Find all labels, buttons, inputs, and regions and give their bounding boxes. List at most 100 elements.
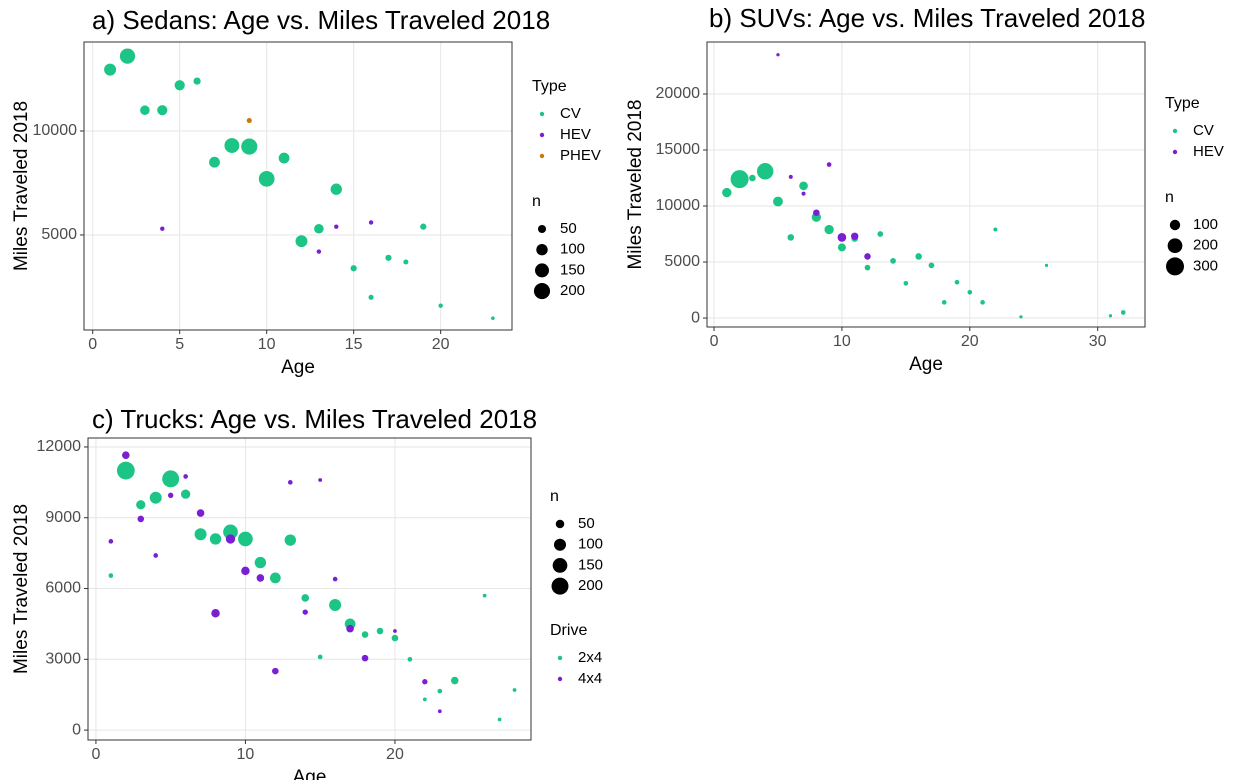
legend-title: Type <box>1165 95 1200 112</box>
point <box>385 254 392 261</box>
point <box>1019 315 1023 319</box>
point <box>287 480 293 485</box>
point <box>329 599 342 612</box>
point <box>422 679 428 685</box>
x-tick-label: 20 <box>961 333 979 350</box>
point <box>420 223 427 230</box>
point <box>167 492 174 499</box>
point <box>368 220 374 225</box>
point <box>108 573 114 578</box>
legend-label: 200 <box>578 577 603 594</box>
legend-color-key <box>539 132 545 138</box>
point <box>787 234 795 241</box>
legend-label: 150 <box>578 556 603 573</box>
x-tick-label: 10 <box>833 333 851 350</box>
plot-background <box>707 42 1145 327</box>
x-tick-label: 10 <box>237 746 255 763</box>
legend-color-key <box>1172 149 1178 155</box>
point <box>157 105 168 116</box>
point <box>119 48 136 64</box>
point <box>256 574 265 582</box>
point <box>350 265 357 272</box>
point <box>788 174 793 179</box>
legend-label: 2x4 <box>578 649 602 666</box>
point <box>915 253 922 260</box>
legend-color-key <box>1172 128 1178 134</box>
point <box>254 556 267 569</box>
point <box>162 470 180 488</box>
point <box>149 491 162 504</box>
x-tick-label: 0 <box>88 336 97 353</box>
point <box>437 688 443 694</box>
y-tick-label: 10000 <box>656 197 701 214</box>
legend-label: CV <box>560 105 581 122</box>
point <box>346 624 354 633</box>
point <box>403 259 409 265</box>
legend-label: CV <box>1193 122 1214 139</box>
point <box>330 183 342 195</box>
point <box>512 688 517 692</box>
point <box>318 478 323 482</box>
legend-size-key <box>536 244 548 256</box>
point <box>361 631 369 638</box>
x-axis-label: Age <box>293 767 327 780</box>
x-tick-label: 30 <box>1089 333 1107 350</box>
point <box>108 539 114 544</box>
point <box>140 105 150 115</box>
point <box>316 249 322 254</box>
point <box>837 233 847 242</box>
point <box>864 264 871 271</box>
y-tick-label: 10000 <box>33 122 78 139</box>
legend-label: 200 <box>1193 237 1218 254</box>
point <box>756 163 774 180</box>
legend-size-key <box>554 538 566 551</box>
legend-size-key <box>555 519 565 529</box>
point <box>837 243 846 252</box>
point <box>314 223 324 234</box>
point <box>209 533 222 545</box>
legend-color-key <box>539 153 545 159</box>
y-tick-label: 9000 <box>45 509 81 526</box>
point <box>269 572 281 584</box>
y-axis-label: Miles Traveled 2018 <box>11 101 32 271</box>
point <box>193 77 201 85</box>
legend-size-key <box>533 283 551 300</box>
x-tick-label: 15 <box>345 336 363 353</box>
y-tick-label: 6000 <box>45 580 81 597</box>
point <box>241 566 250 576</box>
legend-color-key <box>539 111 545 117</box>
point <box>877 231 884 237</box>
legend-label: HEV <box>560 126 591 143</box>
point <box>116 461 135 480</box>
legend-label: 200 <box>560 282 585 299</box>
point <box>450 676 459 685</box>
point <box>295 235 308 248</box>
legend-size-key <box>1165 257 1185 276</box>
y-tick-label: 12000 <box>37 438 82 455</box>
point <box>224 138 240 153</box>
legend-title: Type <box>532 78 567 95</box>
point <box>160 226 165 231</box>
point <box>941 300 947 305</box>
plot-border <box>706 41 1146 328</box>
point <box>864 253 871 260</box>
point <box>393 629 397 633</box>
x-axis-label: Age <box>909 354 943 375</box>
legend-label: HEV <box>1193 143 1224 160</box>
legend-label: 100 <box>1193 216 1218 233</box>
point <box>799 181 808 191</box>
point <box>1120 310 1126 315</box>
point <box>361 654 369 662</box>
point <box>122 451 130 460</box>
point <box>194 528 207 541</box>
point <box>153 553 159 558</box>
legend-size-key <box>1169 219 1181 231</box>
point <box>183 474 188 479</box>
point <box>278 152 290 164</box>
point <box>334 224 339 229</box>
x-tick-label: 0 <box>91 746 100 763</box>
x-tick-label: 10 <box>258 336 276 353</box>
point <box>137 515 145 523</box>
point <box>801 191 806 196</box>
